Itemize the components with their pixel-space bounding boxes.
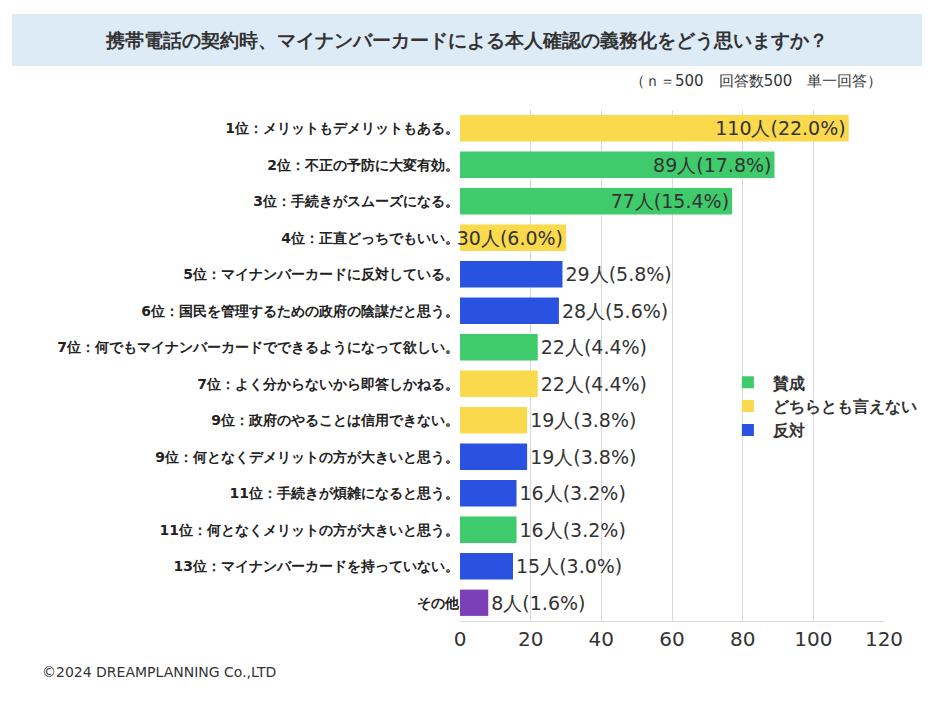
svg-text:9位：政府のやることは信用できない。: 9位：政府のやることは信用できない。 [211,412,459,428]
svg-text:22人(4.4%): 22人(4.4%) [541,373,647,395]
svg-text:11位：手続きが煩雑になると思う。: 11位：手続きが煩雑になると思う。 [230,485,459,502]
svg-text:3位：手続きがスムーズになる。: 3位：手続きがスムーズになる。 [253,193,459,209]
svg-text:9位：何となくデメリットの方が大きいと思う。: 9位：何となくデメリットの方が大きいと思う。 [155,449,459,466]
svg-text:7位：よく分からないから即答しかねる。: 7位：よく分からないから即答しかねる。 [197,376,459,392]
svg-text:13位：マイナンバーカードを持っていない。: 13位：マイナンバーカードを持っていない。 [174,558,459,574]
svg-text:20: 20 [518,627,543,651]
svg-text:8人(1.6%): 8人(1.6%) [491,592,585,614]
svg-text:29人(5.8%): 29人(5.8%) [565,263,671,285]
svg-text:1位：メリットもデメリットもある。: 1位：メリットもデメリットもある。 [225,120,459,136]
svg-text:80: 80 [730,627,755,651]
svg-text:30人(6.0%): 30人(6.0%) [457,227,563,249]
svg-text:120: 120 [865,627,903,651]
svg-text:40: 40 [589,627,614,651]
svg-text:19人(3.8%): 19人(3.8%) [530,409,636,431]
svg-text:28人(5.6%): 28人(5.6%) [562,300,668,322]
svg-text:2位：不正の予防に大変有効。: 2位：不正の予防に大変有効。 [267,157,459,173]
svg-text:77人(15.4%): 77人(15.4%) [611,190,729,212]
svg-text:5位：マイナンバーカードに反対している。: 5位：マイナンバーカードに反対している。 [183,266,459,282]
svg-text:60: 60 [659,627,684,651]
svg-text:どちらとも言えない: どちらとも言えない [773,397,917,416]
svg-text:携帯電話の契約時、マイナンバーカードによる本人確認の義務化を: 携帯電話の契約時、マイナンバーカードによる本人確認の義務化をどう思いますか？ [105,29,828,52]
svg-text:その他: その他 [417,595,460,611]
svg-text:110人(22.0%): 110人(22.0%) [715,117,845,139]
svg-text:89人(17.8%): 89人(17.8%) [653,154,771,176]
svg-text:0: 0 [454,627,467,651]
svg-text:16人(3.2%): 16人(3.2%) [520,482,626,504]
svg-text:7位：何でもマイナンバーカードでできるようになって欲しい。: 7位：何でもマイナンバーカードでできるようになって欲しい。 [57,339,459,356]
svg-text:16人(3.2%): 16人(3.2%) [520,519,626,541]
svg-text:15人(3.0%): 15人(3.0%) [516,555,622,577]
svg-text:19人(3.8%): 19人(3.8%) [530,446,636,468]
svg-text:4位：正直どっちでもいい。: 4位：正直どっちでもいい。 [281,230,459,246]
svg-text:©2024 DREAMPLANNING Co.,LTD: ©2024 DREAMPLANNING Co.,LTD [42,664,276,680]
svg-text:6位：国民を管理するための政府の陰謀だと思う。: 6位：国民を管理するための政府の陰謀だと思う。 [141,303,459,320]
svg-text:賛成: 賛成 [772,374,805,393]
svg-text:100: 100 [794,627,832,651]
svg-text:22人(4.4%): 22人(4.4%) [541,336,647,358]
svg-text:（ｎ＝500 回答数500 単一回答）: （ｎ＝500 回答数500 単一回答） [630,72,882,90]
svg-text:11位：何となくメリットの方が大きいと思う。: 11位：何となくメリットの方が大きいと思う。 [160,522,459,539]
svg-text:反対: 反対 [772,421,805,440]
